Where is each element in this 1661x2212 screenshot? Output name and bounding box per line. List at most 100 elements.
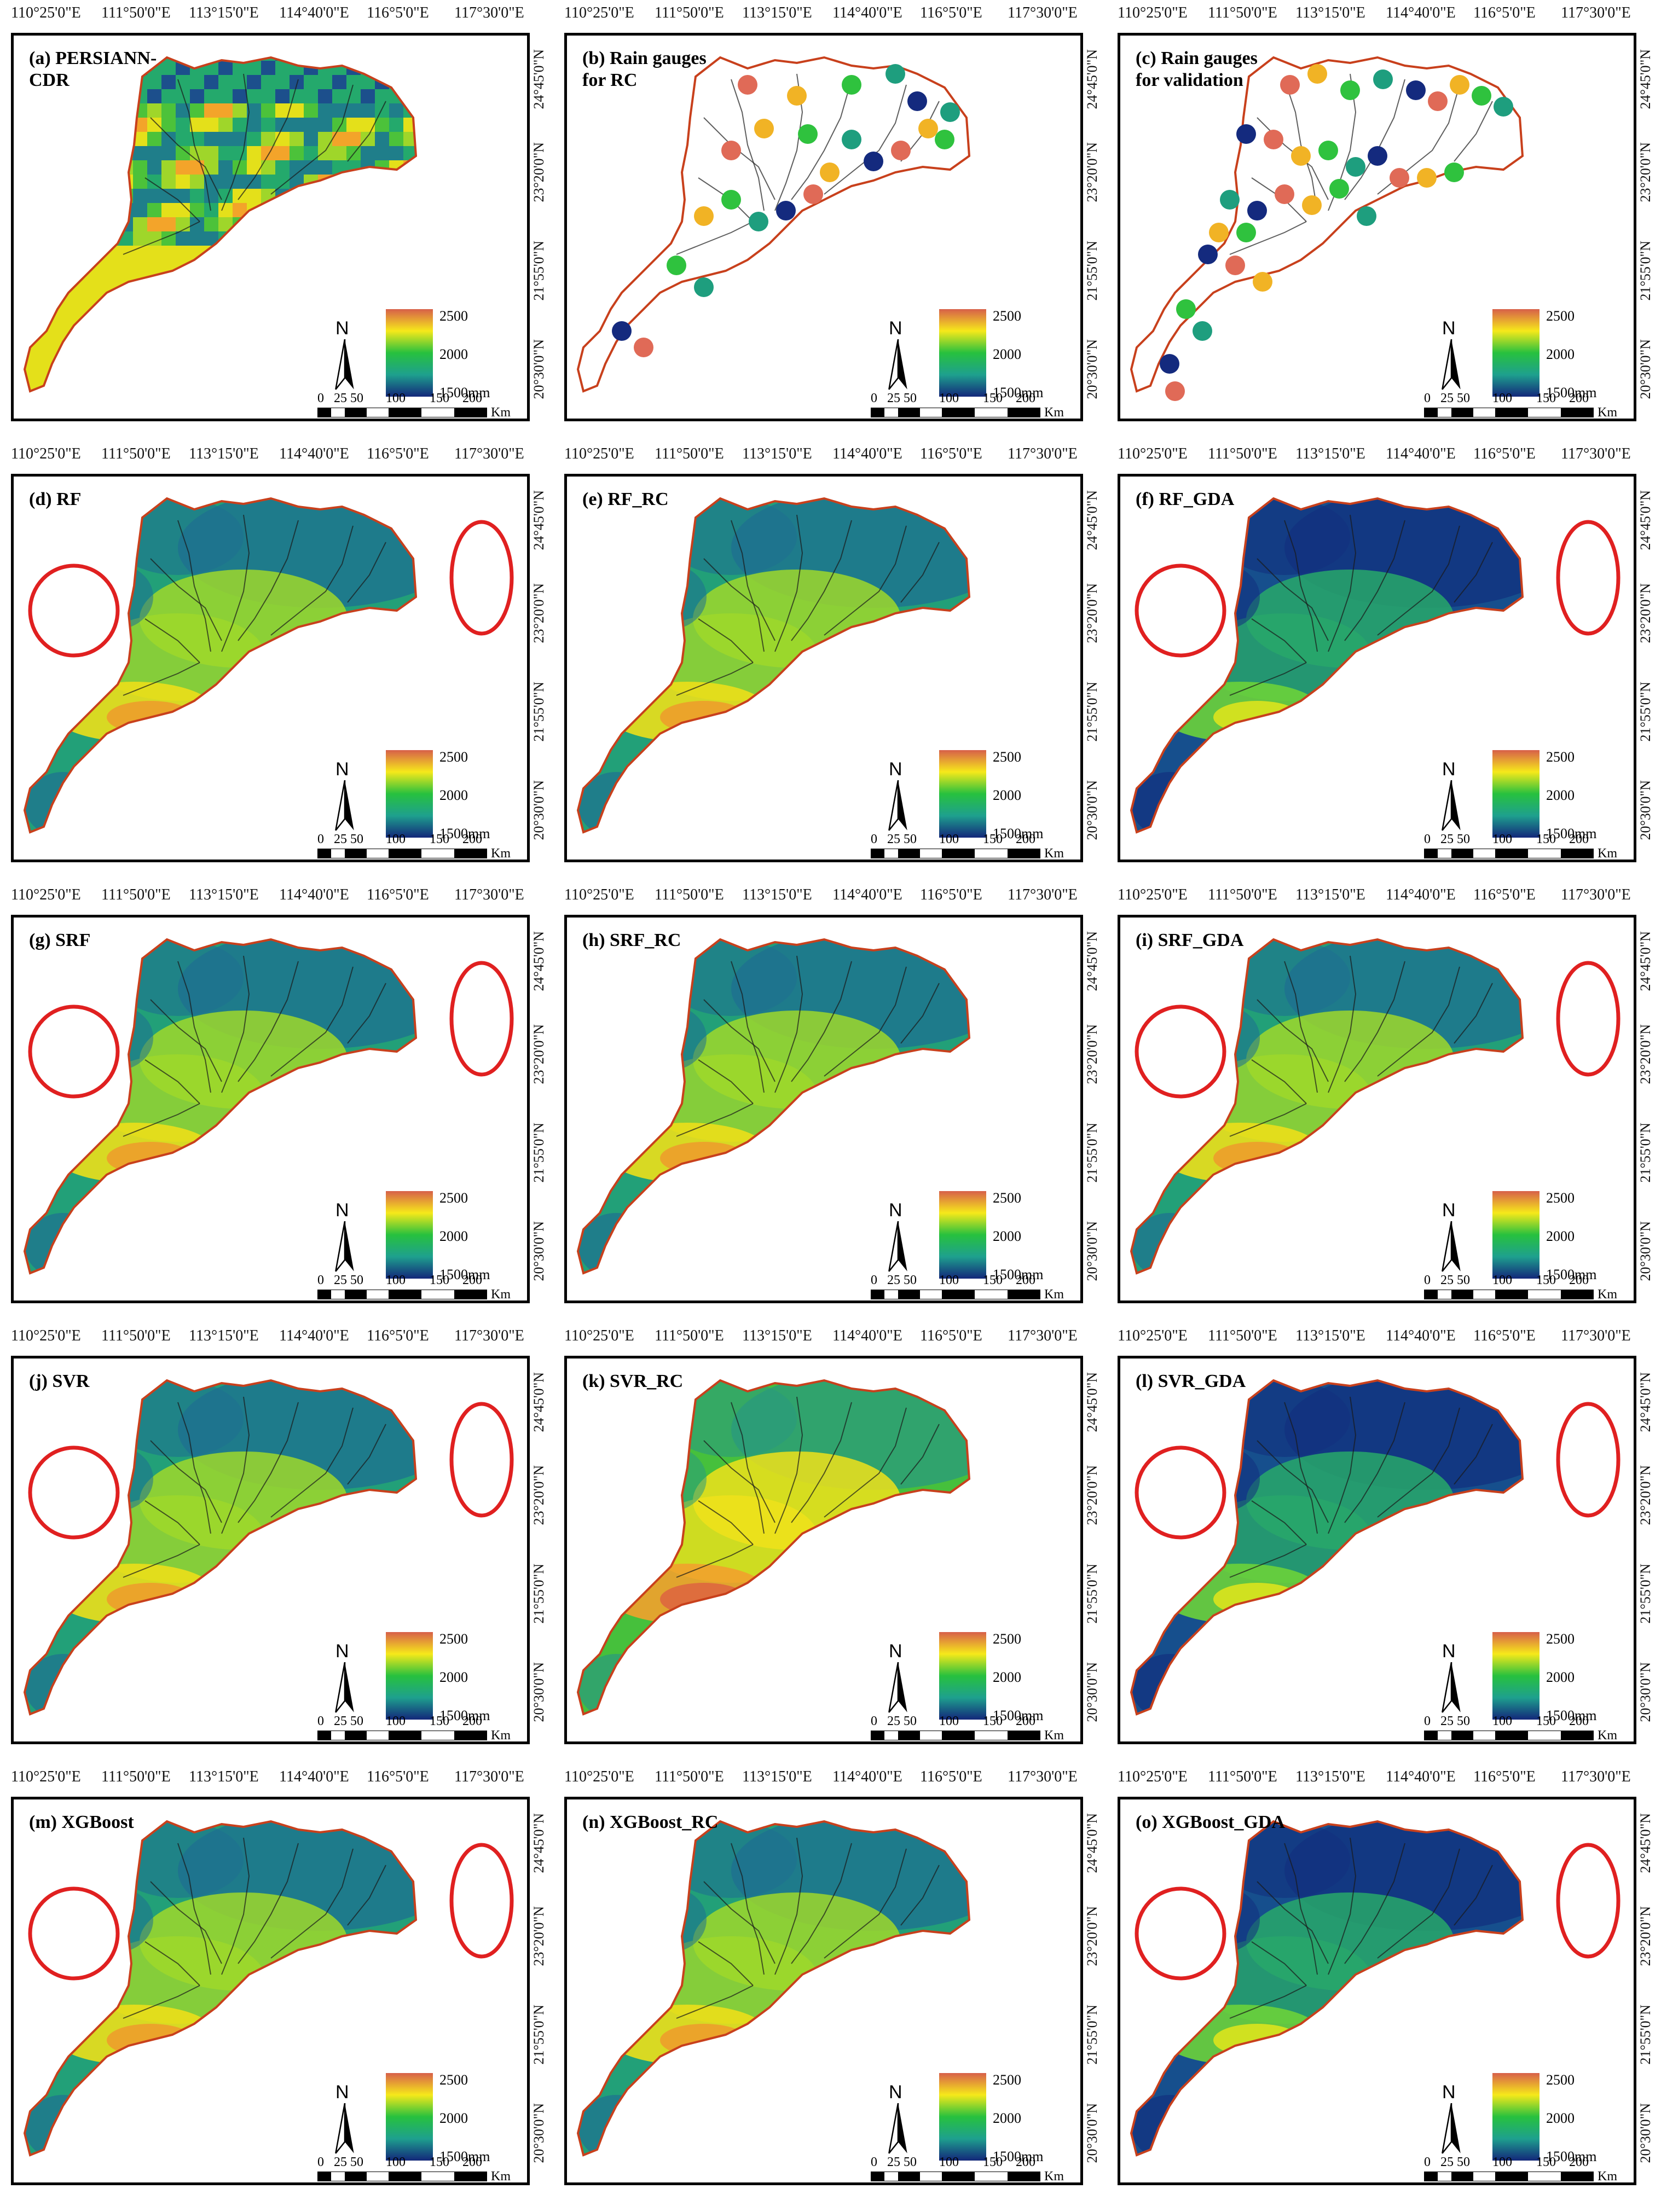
- satellite-pixel: [176, 189, 190, 203]
- satellite-pixel: [119, 132, 133, 146]
- north-arrow-icon: [335, 2103, 354, 2154]
- satellite-pixel: [204, 103, 218, 118]
- satellite-pixel: [62, 189, 76, 203]
- longitude-tick-label: 116°5'0"E: [367, 4, 429, 21]
- rain-gauge-marker: [1373, 69, 1393, 89]
- satellite-pixel: [147, 132, 161, 146]
- satellite-pixel: [48, 260, 62, 274]
- satellite-pixel: [304, 103, 318, 118]
- scale-bar-label: 150: [983, 391, 1003, 405]
- legend-colorbar: [939, 1632, 986, 1720]
- longitude-tick-label: 117°30'0"E: [454, 1768, 524, 1785]
- scale-bar-label: 25: [887, 2155, 900, 2169]
- satellite-pixel: [161, 75, 176, 89]
- satellite-pixel: [147, 175, 161, 189]
- rain-gauge-marker: [667, 256, 686, 275]
- scale-bar-label: 200: [462, 1714, 482, 1728]
- satellite-pixel: [190, 288, 204, 303]
- scale-bar: [871, 2172, 1040, 2181]
- satellite-pixel: [33, 231, 48, 246]
- satellite-pixel: [233, 359, 247, 374]
- satellite-pixel: [161, 274, 176, 288]
- river-line: [698, 1941, 754, 1986]
- scale-bar-label: 50: [904, 391, 917, 405]
- satellite-pixel: [275, 146, 290, 160]
- scale-bar-label: 150: [983, 1273, 1003, 1287]
- map-frame: 2500 2000 1500mm N 0 25 50 100 150 200 Km (h) SRF_R…: [564, 915, 1083, 1303]
- river-line: [144, 1941, 200, 1986]
- satellite-pixel: [361, 118, 375, 132]
- longitude-tick-label: 110°25'0"E: [564, 1768, 634, 1785]
- satellite-pixel: [403, 75, 416, 89]
- satellite-pixel: [403, 118, 416, 132]
- satellite-pixel: [176, 103, 190, 118]
- legend-label-low: 1500mm: [439, 385, 490, 400]
- highlight-circle-east: [449, 961, 514, 1077]
- scale-bar-label: 150: [430, 1273, 449, 1287]
- satellite-pixel: [375, 57, 389, 61]
- map-canvas: [576, 938, 971, 1275]
- longitude-tick-label: 114°40'0"E: [279, 886, 349, 903]
- panel-title: (m) XGBoost: [29, 1812, 134, 1832]
- satellite-pixel: [90, 388, 105, 391]
- scale-bar-label: 25: [334, 832, 347, 846]
- legend-label-mid: 2000: [1546, 346, 1575, 362]
- longitude-tick-label: 111°50'0"E: [655, 886, 724, 903]
- scale-bar-label: 0: [871, 1714, 877, 1728]
- river-line: [791, 1402, 852, 1523]
- province-boundary: [23, 938, 418, 1275]
- satellite-pixel: [318, 89, 332, 103]
- satellite-pixel: [304, 189, 318, 203]
- satellite-pixel: [332, 89, 346, 103]
- scale-bar-label: 200: [462, 2155, 482, 2169]
- map-panel-i: 110°25'0"E 111°50'0"E 113°15'0"E 114°40'0"E…: [1107, 882, 1660, 1323]
- river-line: [824, 525, 907, 636]
- satellite-pixel: [332, 260, 346, 274]
- satellite-pixel: [261, 345, 275, 359]
- satellite-pixel: [76, 189, 90, 203]
- longitude-tick-label: 111°50'0"E: [1208, 1327, 1277, 1344]
- satellite-pixel: [190, 402, 204, 416]
- river-line: [1454, 983, 1493, 1044]
- satellite-pixel: [76, 103, 90, 118]
- satellite-pixel: [418, 274, 432, 288]
- satellite-pixel: [105, 246, 119, 260]
- satellite-pixel: [218, 57, 233, 61]
- rain-gauge-marker: [864, 152, 883, 171]
- satellite-pixel: [290, 388, 304, 391]
- panel-title: (a) PERSIANN- CDR: [29, 48, 157, 90]
- satellite-pixel: [105, 374, 119, 388]
- latitude-tick-label: 24°45'0"N: [531, 1813, 547, 1873]
- map-frame: 2500 2000 1500mm N 0 25 50 100 150 200 Km (l) SVR_G…: [1118, 1356, 1636, 1744]
- satellite-pixel: [33, 103, 48, 118]
- satellite-pixel: [204, 118, 218, 132]
- river-line: [703, 558, 775, 641]
- panel-title: (k) SVR_RC: [582, 1371, 684, 1391]
- satellite-pixel: [105, 189, 119, 203]
- latitude-tick-label: 20°30'0"N: [531, 339, 547, 399]
- latitude-tick-label: 21°55'0"N: [1637, 1564, 1653, 1624]
- rain-gauge-marker: [1472, 86, 1491, 106]
- satellite-pixel: [176, 246, 190, 260]
- north-arrow-label: N: [335, 1200, 349, 1221]
- satellite-pixel: [105, 345, 119, 359]
- satellite-pixel: [48, 274, 62, 288]
- longitude-tick-label: 111°50'0"E: [101, 4, 171, 21]
- satellite-pixel: [119, 402, 133, 416]
- satellite-pixel: [218, 132, 233, 146]
- scale-bar-label: 100: [939, 2155, 959, 2169]
- satellite-pixel: [275, 231, 290, 246]
- longitude-tick-label: 113°15'0"E: [742, 1768, 812, 1785]
- legend-label-high: 2500: [993, 749, 1021, 765]
- latitude-tick-label: 21°55'0"N: [1084, 2005, 1100, 2065]
- scale-bar-unit: Km: [1044, 846, 1064, 861]
- map-frame: 2500 2000 1500mm N 0 25 50 100 150 200 Km (i) SRF_G…: [1118, 915, 1636, 1303]
- satellite-pixel: [204, 203, 218, 217]
- satellite-pixel: [375, 274, 389, 288]
- satellite-pixel: [233, 146, 247, 160]
- latitude-tick-label: 24°45'0"N: [1637, 1813, 1653, 1873]
- river-line: [1377, 525, 1460, 636]
- legend-colorbar: [386, 309, 433, 397]
- map-canvas: [1130, 1379, 1621, 1716]
- satellite-pixel: [33, 132, 48, 146]
